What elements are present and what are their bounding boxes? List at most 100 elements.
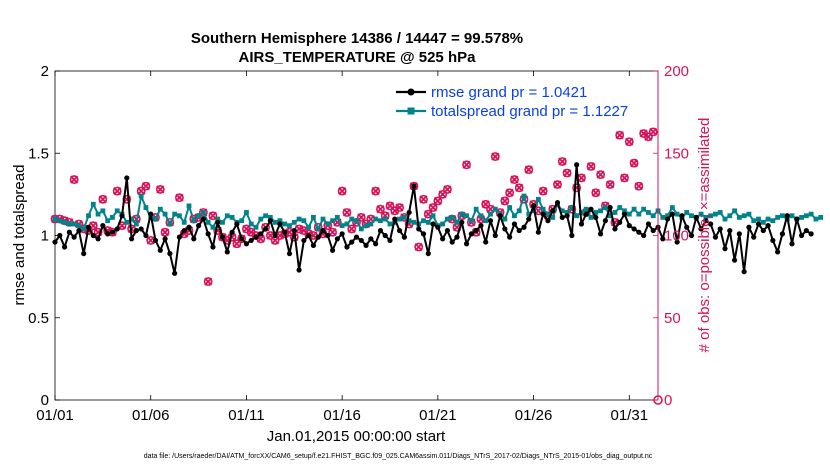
- totalspread-point: [315, 226, 321, 232]
- obs-possible-marker: [155, 185, 165, 194]
- rmse-point: [277, 221, 283, 227]
- obs-possible-marker: [605, 180, 615, 189]
- totalspread-point: [780, 213, 785, 219]
- obs-assimilated-marker: [620, 173, 629, 182]
- totalspread-point: [339, 223, 345, 229]
- rmse-point: [597, 231, 604, 237]
- obs-possible-marker: [371, 186, 381, 196]
- obs-possible-marker: [524, 165, 534, 175]
- obs-possible-marker: [648, 127, 658, 137]
- rmse-point: [502, 226, 508, 232]
- totalspread-point: [636, 211, 642, 217]
- obs-assimilated-marker: [510, 175, 519, 184]
- obs-assimilated-marker: [615, 131, 624, 140]
- rmse-point: [631, 226, 637, 232]
- totalspread-point: [153, 216, 158, 222]
- obs-possible-marker: [428, 203, 438, 212]
- rmse-point: [626, 223, 632, 229]
- totalspread-point: [387, 221, 393, 227]
- totalspread-point: [569, 205, 575, 210]
- y-tick-label-right: 150: [664, 145, 689, 162]
- rmse-point: [186, 224, 192, 230]
- totalspread-point: [267, 215, 273, 220]
- totalspread-point: [306, 224, 312, 230]
- obs-count-marker: [538, 186, 548, 196]
- totalspread-point: [760, 219, 766, 225]
- obs-assimilated-marker: [429, 203, 438, 212]
- rmse-point: [172, 270, 178, 276]
- totalspread-point: [311, 215, 316, 220]
- rmse-point: [660, 236, 666, 242]
- rmse-point: [396, 227, 403, 234]
- rmse-point: [119, 213, 125, 219]
- totalspread-point: [210, 224, 216, 230]
- rmse-point: [516, 227, 522, 234]
- totalspread-point: [287, 223, 292, 229]
- totalspread-point: [708, 213, 714, 219]
- obs-possible-marker: [572, 183, 582, 193]
- y-tick-label-left: 0.5: [28, 310, 49, 327]
- rmse-point: [267, 218, 273, 224]
- rmse-point: [612, 226, 618, 232]
- obs-assimilated-marker: [371, 187, 380, 196]
- totalspread-point: [535, 196, 541, 202]
- totalspread-point: [722, 216, 728, 222]
- totalspread-point: [277, 218, 283, 224]
- totalspread-point: [727, 213, 733, 219]
- rmse-point: [430, 221, 436, 227]
- rmse-point: [454, 234, 460, 240]
- totalspread-point: [813, 216, 819, 222]
- obs-count-marker: [141, 181, 151, 191]
- rmse-point: [286, 250, 293, 257]
- obs-assimilated-marker: [591, 188, 600, 197]
- obs-assimilated-marker: [539, 187, 548, 196]
- totalspread-point: [186, 203, 192, 209]
- totalspread-point: [492, 206, 498, 212]
- totalspread-point: [717, 210, 723, 215]
- obs-possible-marker: [395, 203, 404, 212]
- rmse-point: [401, 234, 407, 240]
- totalspread-point: [770, 218, 776, 224]
- obs-assimilated-marker: [204, 277, 213, 286]
- totalspread-point: [502, 216, 508, 222]
- totalspread-point: [334, 215, 340, 220]
- rmse-point: [349, 239, 355, 245]
- obs-possible-marker: [481, 199, 491, 209]
- totalspread-point: [52, 216, 58, 222]
- obs-count-marker: [624, 137, 634, 147]
- rmse-point: [722, 246, 728, 252]
- obs-assimilated-marker: [98, 195, 107, 204]
- totalspread-point: [100, 208, 106, 214]
- obs-possible-marker: [462, 160, 471, 170]
- totalspread-point: [507, 205, 513, 210]
- rmse-point: [712, 234, 719, 240]
- obs-assimilated-marker: [462, 160, 471, 169]
- rmse-point: [85, 224, 92, 230]
- obs-possible-marker: [514, 183, 524, 193]
- obs-assimilated-marker: [639, 129, 648, 138]
- rmse-point: [243, 241, 250, 247]
- obs-assimilated-marker: [161, 228, 170, 237]
- totalspread-point: [607, 213, 613, 219]
- totalspread-point: [430, 213, 436, 219]
- rmse-point: [420, 231, 427, 237]
- obs-assimilated-marker: [113, 187, 122, 196]
- rmse-point: [492, 232, 498, 239]
- rmse-point: [693, 214, 699, 221]
- rmse-point: [698, 226, 704, 232]
- y-tick-label-left: 1: [41, 228, 49, 245]
- obs-assimilated-marker: [649, 127, 658, 136]
- rmse-point: [325, 232, 331, 239]
- rmse-point: [483, 239, 489, 245]
- totalspread-point: [454, 219, 460, 225]
- legend: rmse grand pr = 1.0421 totalspread grand…: [389, 80, 655, 124]
- rmse-point: [459, 219, 465, 225]
- totalspread-point: [253, 224, 259, 230]
- rmse-point: [775, 249, 781, 255]
- rmse-point: [282, 229, 288, 235]
- obs-possible-marker: [203, 277, 213, 286]
- totalspread-point: [296, 216, 302, 222]
- totalspread-point: [215, 216, 221, 222]
- rmse-point: [176, 234, 183, 240]
- obs-assimilated-marker: [500, 196, 509, 205]
